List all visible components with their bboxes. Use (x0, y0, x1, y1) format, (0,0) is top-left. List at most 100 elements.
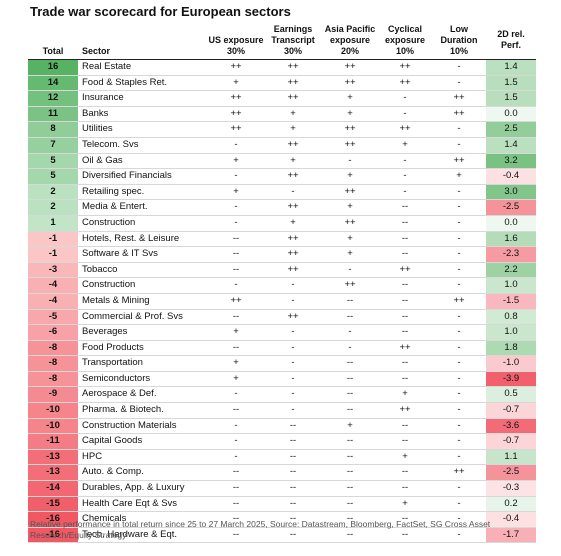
score-cell: - (322, 324, 378, 341)
score-cell: ++ (432, 293, 486, 310)
factor-label: Cyclical exposure (384, 24, 426, 45)
score-cell: -- (322, 355, 378, 372)
perf-cell: 1.5 (486, 75, 536, 92)
score-cell: ++ (264, 246, 322, 263)
perf-cell: 3.2 (486, 153, 536, 170)
score-cell: -- (378, 246, 432, 263)
score-cell: - (432, 418, 486, 435)
perf-cell: 0.0 (486, 106, 536, 123)
score-cell: - (432, 386, 486, 404)
score-cell: - (432, 137, 486, 154)
score-cell: -- (208, 496, 264, 513)
perf-cell: -2.5 (486, 464, 536, 482)
score-cell: ++ (378, 262, 432, 279)
sector-cell: Tobacco (78, 262, 208, 279)
score-cell: - (264, 184, 322, 201)
factor-weight: 10% (449, 46, 468, 56)
score-cell: -- (322, 309, 378, 326)
score-cell: + (208, 184, 264, 201)
total-header: Total (28, 22, 78, 60)
perf-cell: 1.1 (486, 449, 536, 466)
score-cell: - (264, 402, 322, 419)
total-cell: -11 (28, 433, 78, 450)
score-cell: - (208, 277, 264, 294)
score-cell: + (208, 355, 264, 372)
table-row: -13 HPC - -- -- + -1.1 (28, 449, 536, 466)
perf-cell: -3.9 (486, 371, 536, 388)
score-cell: -- (264, 496, 322, 513)
score-cell: -- (378, 527, 432, 544)
sector-cell: Tech. Hardware & Eqt. (78, 527, 208, 544)
score-cell: - (208, 418, 264, 435)
score-cell: -- (264, 449, 322, 466)
score-cell: -- (378, 511, 432, 528)
score-cell: -- (378, 355, 432, 372)
sector-cell: Auto. & Comp. (78, 464, 208, 482)
table-row: -4 Construction - - ++ -- -1.0 (28, 277, 536, 294)
score-cell: - (432, 121, 486, 138)
score-cell: ++ (208, 59, 264, 76)
perf-cell: -0.4 (486, 511, 536, 528)
sector-cell: Retailing spec. (78, 184, 208, 201)
total-cell: 11 (28, 106, 78, 123)
score-cell: -- (264, 464, 322, 482)
total-cell: -1 (28, 246, 78, 263)
score-cell: ++ (378, 75, 432, 92)
score-cell: -- (322, 371, 378, 388)
sector-cell: Aerospace & Def. (78, 386, 208, 404)
table-row: -16 Chemicals -- -- -- -- - -0.4 (28, 511, 536, 528)
total-cell: -14 (28, 480, 78, 497)
factor-header: Earnings Transcript 30% (264, 22, 322, 60)
score-cell: ++ (322, 75, 378, 92)
score-cell: -- (264, 511, 322, 528)
score-cell: ++ (264, 168, 322, 185)
score-cell: - (322, 262, 378, 279)
perf-cell: -1.7 (486, 527, 536, 544)
table-row: 16 Real Estate ++ ++ ++ ++ -1.4 (28, 59, 536, 76)
total-cell: -15 (28, 496, 78, 513)
score-cell: ++ (322, 137, 378, 154)
score-cell: -- (378, 231, 432, 248)
perf-header: 2D rel. Perf. (486, 22, 536, 60)
table-row: -5 Commercial & Prof. Svs -- ++ -- -- -0.8 (28, 309, 536, 326)
score-cell: -- (208, 527, 264, 544)
total-cell: -8 (28, 371, 78, 388)
table-row: -14 Durables, App. & Luxury -- -- -- -- - -0.3 (28, 480, 536, 497)
score-cell: - (208, 215, 264, 232)
score-cell: -- (322, 293, 378, 310)
total-cell: 1 (28, 215, 78, 232)
score-cell: -- (208, 246, 264, 263)
score-cell: - (208, 449, 264, 466)
table-row: -8 Food Products -- - - ++ -1.8 (28, 340, 536, 357)
footnote: Relative performance in total return sin… (30, 519, 491, 540)
factor-header: Low Duration 10% (432, 22, 486, 60)
score-cell: - (264, 371, 322, 388)
score-cell: -- (264, 433, 322, 450)
score-cell: - (264, 293, 322, 310)
sector-cell: Diversified Financials (78, 168, 208, 185)
score-cell: - (432, 496, 486, 513)
score-cell: + (322, 418, 378, 435)
score-cell: - (264, 277, 322, 294)
total-cell: 2 (28, 199, 78, 216)
score-cell: + (208, 324, 264, 341)
factor-weight: 30% (226, 46, 245, 56)
score-cell: -- (322, 496, 378, 513)
score-cell: - (432, 184, 486, 201)
score-cell: - (432, 480, 486, 497)
perf-cell: 1.6 (486, 231, 536, 248)
score-cell: -- (208, 309, 264, 326)
score-cell: ++ (264, 199, 322, 216)
score-cell: - (378, 106, 432, 123)
score-cell: -- (322, 511, 378, 528)
header-row: Total Sector US exposure 30% Earnings Transc… (28, 22, 536, 60)
sector-cell: Telecom. Svs (78, 137, 208, 154)
score-cell: - (264, 386, 322, 404)
score-cell: + (378, 496, 432, 513)
total-cell: -3 (28, 262, 78, 279)
score-cell: -- (322, 464, 378, 482)
table-row: -16 Tech. Hardware & Eqt. -- -- -- -- - -1.7 (28, 527, 536, 544)
table-row: -15 Health Care Eqt & Svs -- -- -- + -0.2 (28, 496, 536, 513)
sector-cell: Construction (78, 215, 208, 232)
factor-weight: 30% (283, 46, 302, 56)
